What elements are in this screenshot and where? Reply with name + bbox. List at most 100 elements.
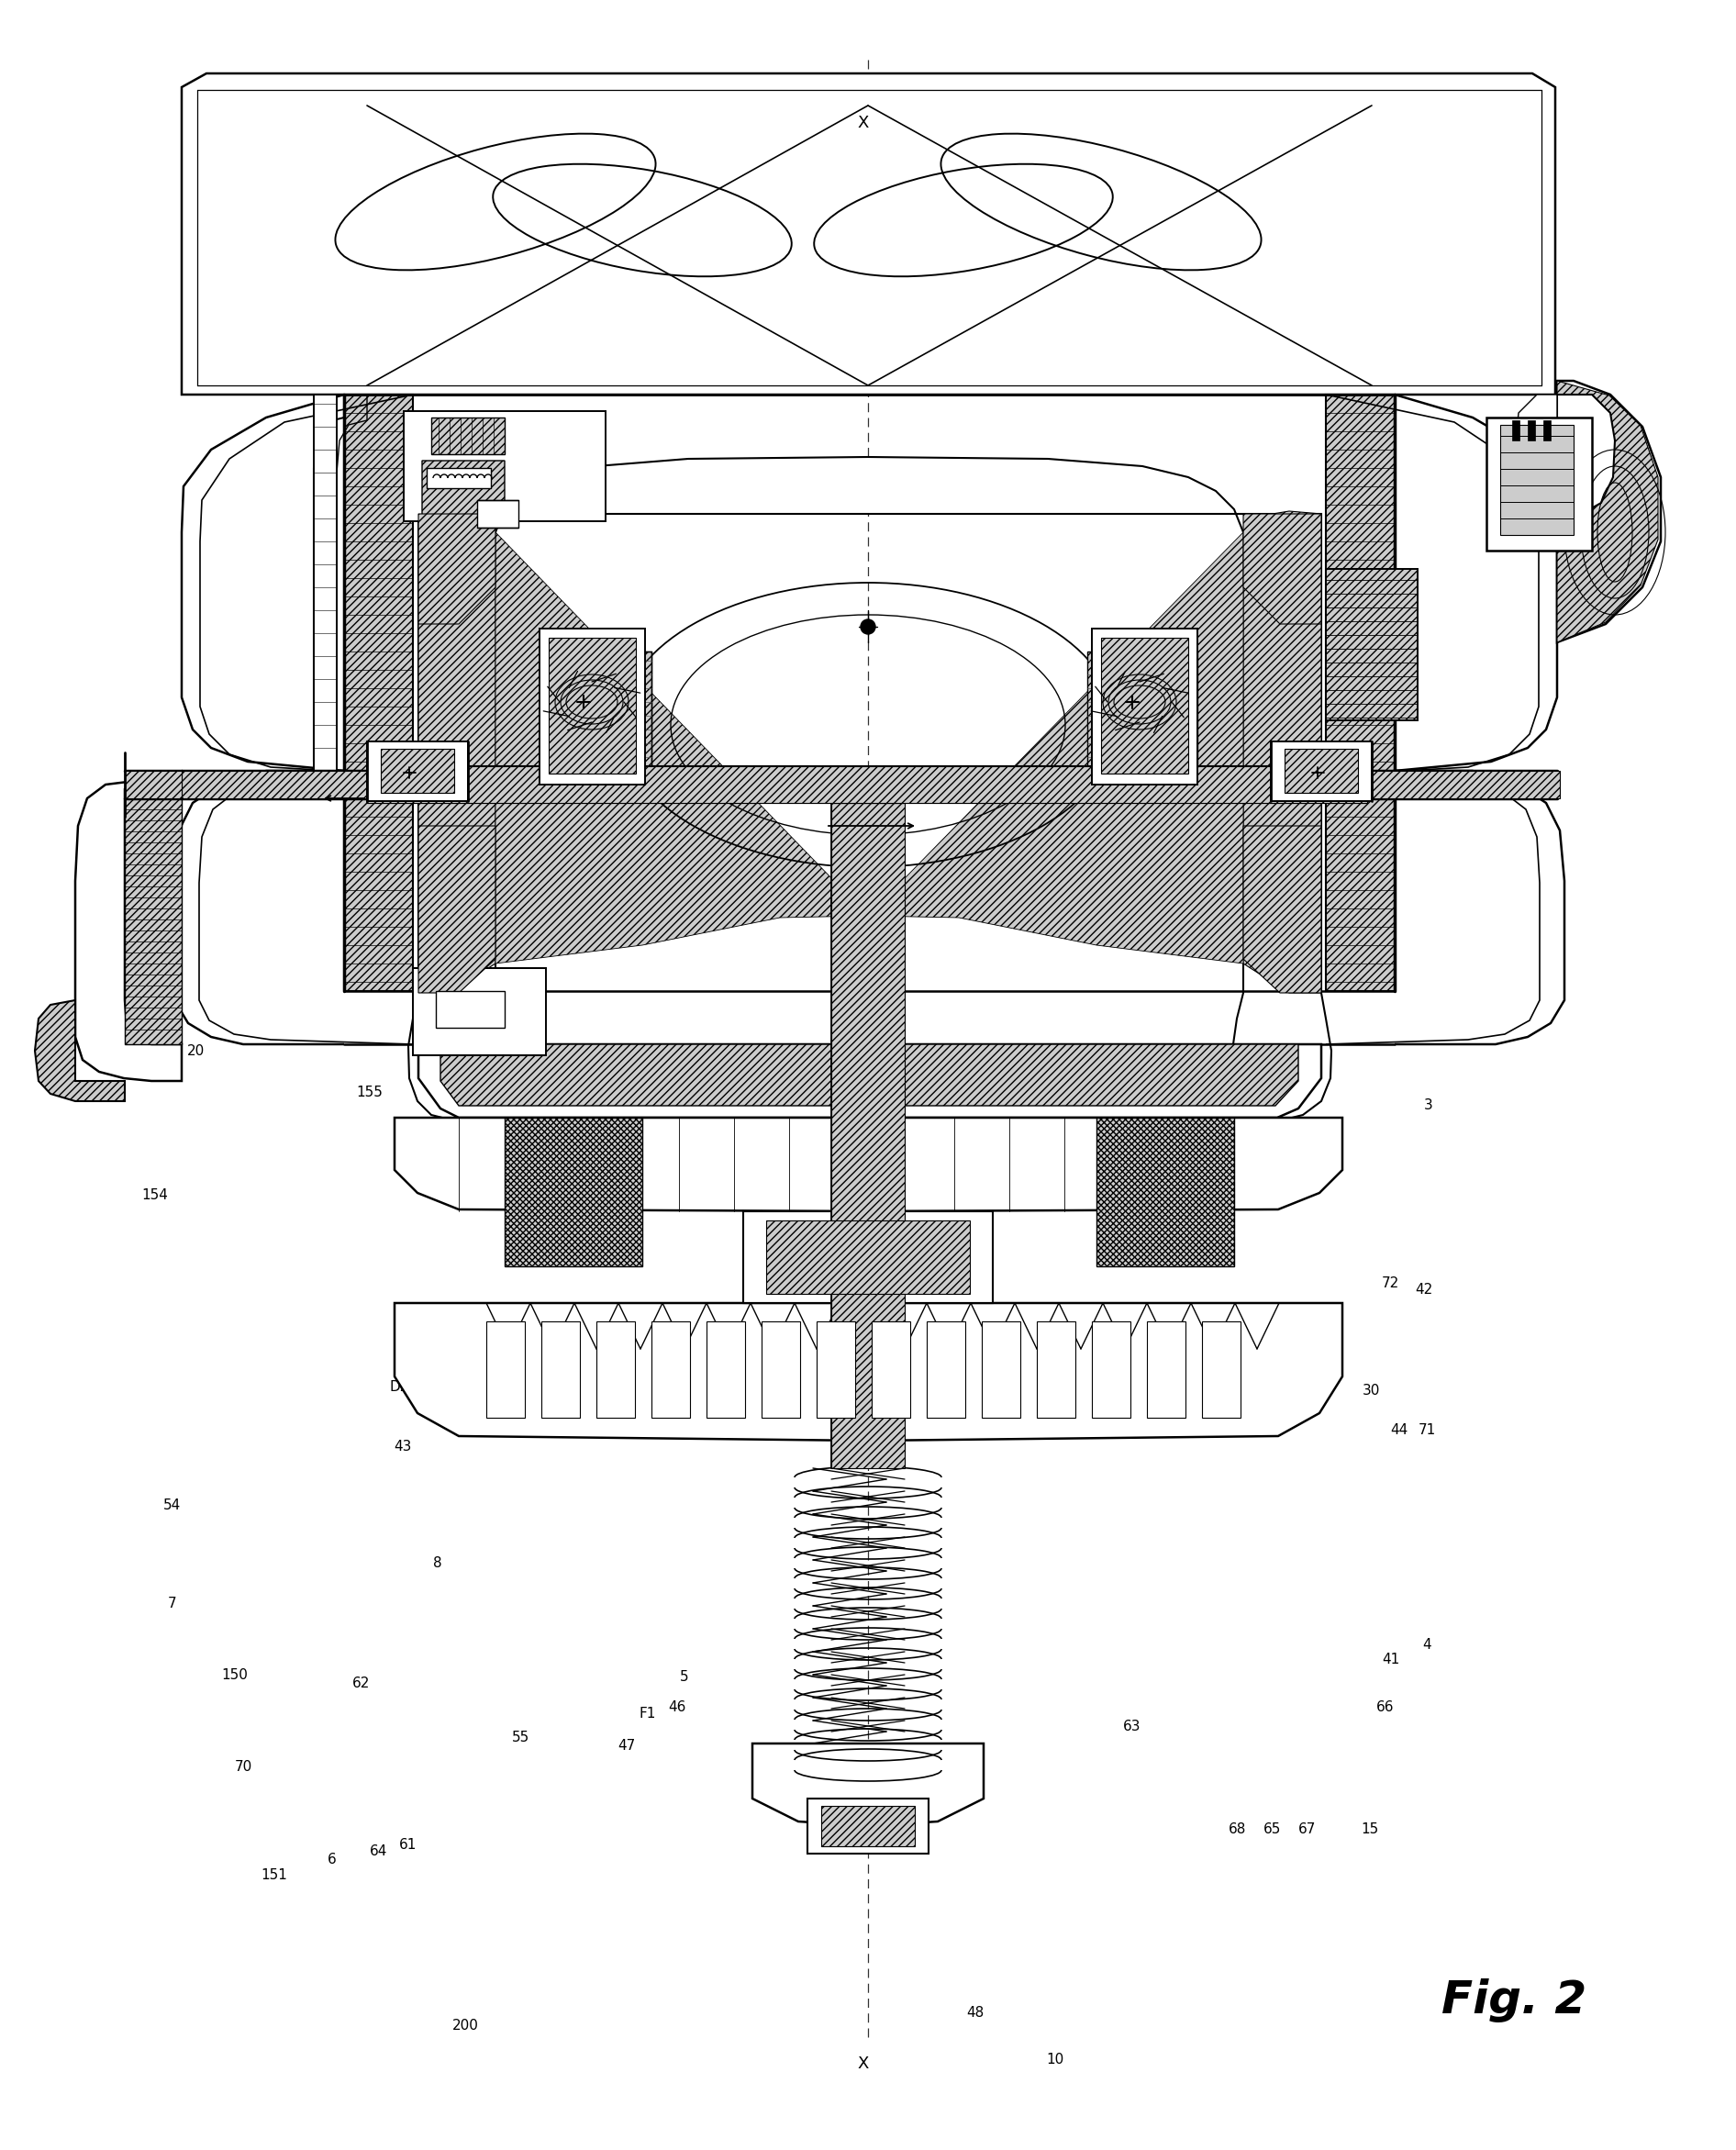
- Polygon shape: [752, 1744, 984, 1825]
- Polygon shape: [1555, 396, 1614, 516]
- Text: 70: 70: [234, 1761, 252, 1774]
- Bar: [1092, 1322, 1130, 1417]
- Text: 68: 68: [1229, 1823, 1246, 1836]
- Polygon shape: [1243, 512, 1321, 993]
- Polygon shape: [868, 533, 1243, 963]
- Polygon shape: [1516, 396, 1557, 516]
- Bar: [431, 417, 505, 454]
- Text: 71: 71: [1418, 1423, 1436, 1436]
- Bar: [816, 1322, 856, 1417]
- Bar: [366, 765, 1368, 802]
- Polygon shape: [35, 1000, 125, 1101]
- Polygon shape: [182, 73, 1555, 396]
- Bar: [1486, 417, 1592, 550]
- Bar: [1271, 742, 1371, 802]
- Bar: [832, 802, 904, 1468]
- Polygon shape: [1243, 514, 1321, 623]
- Bar: [807, 1800, 929, 1853]
- Bar: [549, 639, 635, 774]
- Text: 72: 72: [1382, 1277, 1399, 1290]
- Text: 20: 20: [187, 1045, 205, 1058]
- Bar: [380, 748, 455, 793]
- Text: X: X: [858, 2055, 868, 2073]
- Text: 61: 61: [399, 1838, 417, 1851]
- Bar: [542, 651, 651, 793]
- Text: 67: 67: [1299, 1823, 1316, 1836]
- Bar: [1500, 426, 1573, 535]
- Text: 2: 2: [880, 918, 891, 931]
- Polygon shape: [1243, 826, 1321, 993]
- Text: X: X: [858, 114, 868, 131]
- Text: F1: F1: [639, 1707, 656, 1720]
- Bar: [182, 772, 366, 798]
- Bar: [766, 1221, 970, 1294]
- Text: 80: 80: [1092, 1114, 1109, 1127]
- Bar: [707, 1322, 745, 1417]
- Text: 48: 48: [967, 2006, 984, 2019]
- Bar: [404, 411, 606, 520]
- Text: 8: 8: [432, 1557, 443, 1570]
- Bar: [1087, 651, 1198, 793]
- Text: 3: 3: [1424, 1099, 1434, 1112]
- Bar: [821, 1806, 915, 1847]
- Bar: [1528, 419, 1535, 441]
- Bar: [597, 1322, 635, 1417]
- Bar: [125, 772, 182, 798]
- Text: 54: 54: [163, 1499, 181, 1511]
- Bar: [413, 968, 545, 1056]
- Text: 64: 64: [370, 1845, 387, 1858]
- Text: 155: 155: [356, 1086, 384, 1099]
- Polygon shape: [418, 514, 495, 623]
- Polygon shape: [505, 1118, 642, 1266]
- Polygon shape: [418, 512, 495, 993]
- Text: 47: 47: [618, 1739, 635, 1752]
- Ellipse shape: [861, 619, 875, 634]
- Bar: [1036, 1322, 1075, 1417]
- Text: 4: 4: [1422, 1638, 1432, 1651]
- Text: 1: 1: [1189, 1096, 1200, 1109]
- Polygon shape: [1557, 381, 1661, 643]
- Bar: [871, 1322, 910, 1417]
- Polygon shape: [408, 458, 1332, 1120]
- Text: 41: 41: [1382, 1653, 1399, 1666]
- Text: 46: 46: [668, 1701, 686, 1714]
- Polygon shape: [75, 780, 182, 1081]
- Bar: [1092, 628, 1198, 785]
- Bar: [314, 396, 337, 780]
- Bar: [486, 1322, 524, 1417]
- Bar: [366, 742, 469, 802]
- Text: 7: 7: [167, 1597, 177, 1610]
- Text: Fig. 2: Fig. 2: [1441, 1978, 1587, 2023]
- Bar: [344, 396, 413, 991]
- Bar: [1368, 772, 1561, 798]
- Polygon shape: [1557, 381, 1658, 643]
- Text: 66: 66: [1377, 1701, 1394, 1714]
- Polygon shape: [1097, 1118, 1234, 1266]
- Bar: [1285, 748, 1358, 793]
- Polygon shape: [394, 1118, 1342, 1210]
- Text: 21: 21: [443, 918, 460, 931]
- Bar: [1326, 570, 1418, 720]
- Polygon shape: [441, 1045, 1299, 1105]
- Bar: [436, 991, 505, 1028]
- Bar: [762, 1322, 800, 1417]
- Text: 24: 24: [1127, 1105, 1144, 1118]
- Bar: [927, 1322, 965, 1417]
- Text: D2: D2: [389, 1380, 410, 1393]
- Text: 42: 42: [1415, 1284, 1432, 1296]
- Bar: [1512, 419, 1519, 441]
- Text: 6: 6: [326, 1853, 337, 1866]
- Polygon shape: [394, 1303, 1342, 1441]
- Bar: [477, 501, 519, 527]
- Bar: [542, 1322, 580, 1417]
- Text: 154: 154: [141, 1189, 168, 1202]
- Text: 65: 65: [1264, 1823, 1281, 1836]
- Bar: [651, 1322, 689, 1417]
- Bar: [983, 1322, 1021, 1417]
- Bar: [743, 1210, 993, 1303]
- Bar: [1201, 1322, 1241, 1417]
- Text: 63: 63: [1123, 1720, 1141, 1733]
- Text: 150: 150: [220, 1668, 248, 1681]
- Polygon shape: [418, 1045, 1321, 1118]
- Text: 44: 44: [1391, 1423, 1408, 1436]
